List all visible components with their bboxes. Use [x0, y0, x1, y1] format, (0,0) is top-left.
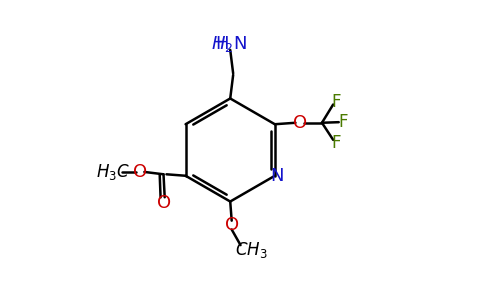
Text: O: O [293, 114, 307, 132]
Text: O: O [225, 216, 239, 234]
Text: $H_2$N: $H_2$N [211, 34, 247, 54]
Text: O: O [133, 163, 147, 181]
Text: $H_3C$: $H_3C$ [96, 162, 130, 182]
Text: F: F [332, 93, 341, 111]
Text: F: F [332, 134, 341, 152]
Text: H: H [215, 35, 229, 53]
Text: F: F [338, 113, 348, 131]
Text: O: O [157, 194, 171, 212]
Text: $CH_3$: $CH_3$ [235, 240, 267, 260]
Text: N: N [271, 167, 284, 185]
